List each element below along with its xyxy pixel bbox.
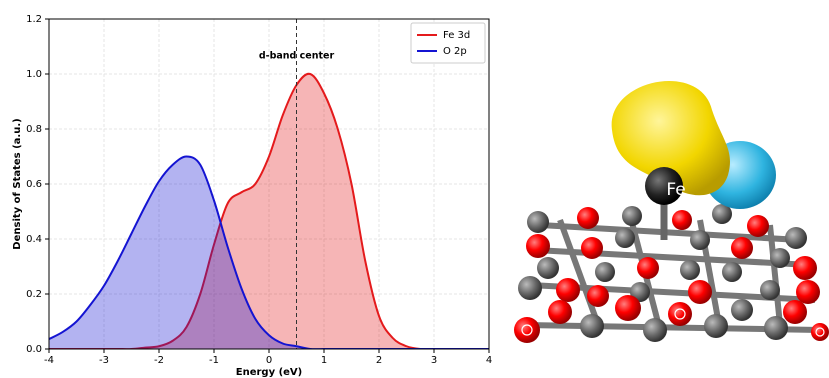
x-tick-label: -2 xyxy=(154,355,164,366)
y-axis-label: Density of States (a.u.) xyxy=(12,118,23,249)
y-tick-label: 1.2 xyxy=(26,14,42,25)
annotation: d-band center xyxy=(259,51,335,62)
atom-label: Fe xyxy=(666,180,685,200)
orbital-isosurface xyxy=(612,81,776,209)
x-tick-label: 2 xyxy=(376,355,382,366)
x-axis-label: Energy (eV) xyxy=(236,367,302,378)
lattice xyxy=(514,204,829,343)
molecule-illustration: Fe xyxy=(514,81,829,343)
x-tick-label: -4 xyxy=(44,355,54,366)
legend-label: O 2p xyxy=(443,46,467,57)
figure: Fe -4 -3 -2 -1 0 1 2 3 4 0.0 0.2 0.4 0.6 0.8 1.0 1.2 d-b… xyxy=(0,0,829,378)
x-tick-label: -3 xyxy=(99,355,109,366)
x-tick-label: -1 xyxy=(209,355,219,366)
x-tick-label: 1 xyxy=(321,355,327,366)
legend-label: Fe 3d xyxy=(443,30,470,41)
y-tick-label: 0.2 xyxy=(26,289,42,300)
legend-box xyxy=(411,23,485,63)
x-tick-label: 3 xyxy=(431,355,437,366)
y-tick-label: 0.0 xyxy=(26,344,42,355)
y-tick-label: 1.0 xyxy=(26,69,42,80)
x-tick-label: 4 xyxy=(486,355,492,366)
x-tick-label: 0 xyxy=(266,355,272,366)
y-tick-label: 0.4 xyxy=(26,234,42,245)
y-tick-label: 0.6 xyxy=(26,179,42,190)
y-tick-label: 0.8 xyxy=(26,124,42,135)
